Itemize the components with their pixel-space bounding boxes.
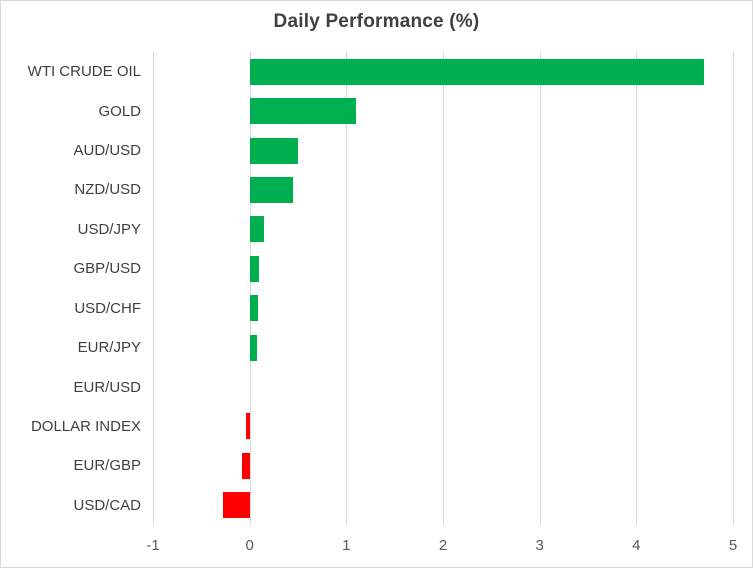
bar-gold (249, 98, 356, 125)
x-axis-tick-label: 1 (342, 537, 351, 554)
gridline-x-4 (635, 52, 637, 525)
gridline-x-2 (442, 52, 444, 525)
gridline-x-0 (249, 52, 251, 525)
x-axis-tick-label: -1 (146, 537, 160, 554)
category-label-dollar-index: DOLLAR INDEX (30, 417, 141, 435)
bar-usd-chf (249, 295, 259, 322)
gridline-x-5 (732, 52, 734, 525)
category-label-usd-jpy: USD/JPY (77, 220, 141, 238)
category-label-eur-gbp: EUR/GBP (73, 457, 141, 475)
gridline-x--1 (152, 52, 154, 525)
category-label-nzd-usd: NZD/USD (74, 181, 141, 199)
x-axis-tick-label: 0 (245, 537, 254, 554)
chart-title: Daily Performance (%) (273, 11, 480, 32)
bar-dollar-index (245, 413, 250, 440)
bar-usd-cad (222, 492, 250, 519)
x-axis-tick-label: 4 (632, 537, 641, 554)
x-axis-tick-label: 5 (728, 537, 738, 554)
category-label-aud-usd: AUD/USD (73, 142, 141, 160)
x-axis-tick-label: 2 (438, 537, 448, 554)
plot-area (152, 52, 734, 525)
gridline-x-1 (345, 52, 347, 525)
category-label-gold: GOLD (98, 102, 141, 120)
bar-usd-jpy (249, 216, 265, 243)
bar-eur-gbp (241, 452, 250, 479)
gridline-x-3 (539, 52, 541, 525)
category-label-usd-cad: USD/CAD (73, 496, 141, 514)
category-label-wti-crude-oil: WTI CRUDE OIL (27, 63, 141, 81)
category-label-eur-jpy: EUR/JPY (77, 339, 141, 357)
category-label-eur-usd: EUR/USD (73, 378, 141, 396)
bar-gbp-usd (249, 255, 260, 282)
bar-eur-jpy (249, 334, 258, 361)
bar-wti-crude-oil (249, 58, 704, 85)
bar-aud-usd (249, 137, 298, 164)
x-axis-tick-label: 3 (535, 537, 544, 554)
bar-nzd-usd (249, 176, 294, 203)
category-label-gbp-usd: GBP/USD (73, 260, 141, 278)
category-label-usd-chf: USD/CHF (74, 299, 141, 317)
